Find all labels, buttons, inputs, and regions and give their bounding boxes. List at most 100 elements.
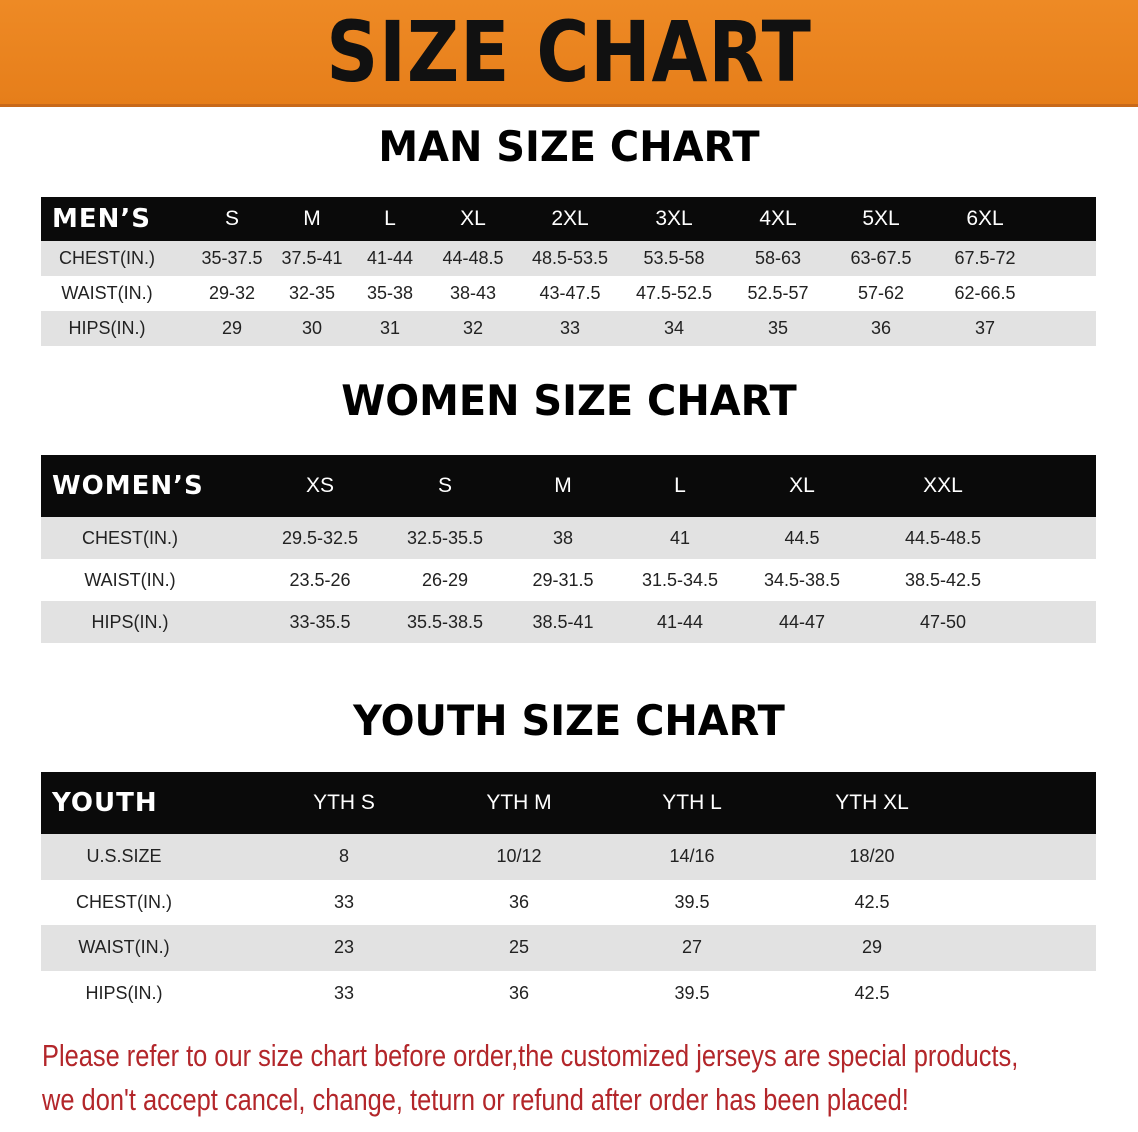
table-cell: 29.5-32.5: [281, 527, 359, 548]
women-size-table: WOMEN’S XS S M L XL XXL CHEST(IN.) 29.5-32.5 32.5…: [41, 455, 1096, 643]
table-cell: 41-44: [366, 248, 414, 268]
row-label: WAIST(IN.): [61, 283, 153, 303]
table-cell: 29-32: [208, 283, 256, 303]
table-cell: 29: [861, 937, 883, 958]
table-cell: 43-47.5: [539, 283, 601, 303]
table-cell: 38: [552, 527, 574, 548]
table-cell: 38.5-42.5: [904, 569, 982, 590]
row-label: HIPS(IN.): [85, 982, 163, 1003]
table-cell: 10/12: [496, 846, 542, 867]
table-cell: 33: [559, 318, 581, 338]
table-cell: 67.5-72: [954, 248, 1016, 268]
table-cell: 31: [379, 318, 401, 338]
table-cell: 37.5-41: [281, 248, 343, 268]
table-cell: 63-67.5: [850, 248, 912, 268]
table-row: HIPS(IN.) 33 36 39.5 42.5: [41, 970, 1096, 1016]
table-cell: 44-48.5: [442, 248, 504, 268]
row-label: CHEST(IN.): [59, 248, 155, 268]
row-label: CHEST(IN.): [82, 527, 178, 548]
table-cell: 35-38: [366, 283, 414, 303]
women-section-title: WOMEN SIZE CHART: [341, 376, 797, 425]
row-label: U.S.SIZE: [86, 846, 162, 867]
size-header: M: [554, 474, 572, 497]
table-row: CHEST(IN.) 35-37.5 37.5-41 41-44 44-48.5 48.5…: [41, 241, 1096, 276]
table-row: CHEST(IN.) 29.5-32.5 32.5-35.5 38 41 44.5 44.5…: [41, 517, 1096, 559]
size-header: XL: [789, 474, 815, 497]
table-row: U.S.SIZE 8 10/12 14/16 18/20: [41, 834, 1096, 880]
table-cell: 62-66.5: [954, 283, 1016, 303]
table-cell: 14/16: [669, 846, 715, 867]
table-cell: 39.5: [674, 982, 710, 1003]
men-table-header: MEN’S S M L XL 2XL 3XL 4XL 5XL 6XL: [41, 197, 1096, 241]
women-table-header: WOMEN’S XS S M L XL XXL: [41, 455, 1096, 517]
row-label: CHEST(IN.): [76, 891, 172, 912]
table-cell: 35: [767, 318, 789, 338]
row-label: HIPS(IN.): [91, 611, 169, 632]
table-cell: 29-31.5: [532, 569, 594, 590]
table-cell: 34: [663, 318, 685, 338]
table-cell: 23.5-26: [289, 569, 351, 590]
size-header: 6XL: [966, 207, 1004, 230]
youth-table-title: YOUTH: [52, 788, 158, 818]
table-cell: 52.5-57: [747, 283, 809, 303]
banner: SIZE CHART: [0, 0, 1138, 107]
table-row: WAIST(IN.) 23 25 27 29: [41, 925, 1096, 971]
table-cell: 29: [221, 318, 243, 338]
men-size-table: MEN’S S M L XL 2XL 3XL 4XL 5XL 6XL CHEST(IN.) 35-37…: [41, 197, 1096, 346]
size-header: XS: [305, 474, 335, 497]
youth-size-table: YOUTH YTH S YTH M YTH L YTH XL U.S.SIZE 8 10/12…: [41, 772, 1096, 1016]
table-cell: 25: [508, 937, 530, 958]
table-cell: 23: [333, 937, 355, 958]
table-cell: 33: [333, 982, 355, 1003]
table-cell: 44-47: [778, 611, 826, 632]
table-cell: 33-35.5: [289, 611, 351, 632]
table-cell: 30: [301, 318, 323, 338]
table-cell: 36: [870, 318, 892, 338]
table-cell: 48.5-53.5: [531, 248, 609, 268]
table-cell: 57-62: [857, 283, 905, 303]
table-cell: 44.5: [784, 527, 820, 548]
size-header: YTH L: [662, 791, 722, 814]
youth-section-title: YOUTH SIZE CHART: [353, 696, 785, 745]
table-cell: 37: [974, 318, 996, 338]
table-cell: 42.5: [854, 891, 890, 912]
table-cell: 41: [669, 527, 691, 548]
table-cell: 32.5-35.5: [406, 527, 484, 548]
table-cell: 35.5-38.5: [406, 611, 484, 632]
size-header: XL: [460, 207, 486, 230]
size-header: YTH S: [313, 791, 375, 814]
table-cell: 18/20: [849, 846, 895, 867]
table-cell: 38-43: [449, 283, 497, 303]
table-cell: 39.5: [674, 891, 710, 912]
table-cell: 44.5-48.5: [904, 527, 982, 548]
size-header: 2XL: [551, 207, 589, 230]
table-cell: 8: [338, 846, 350, 867]
table-row: WAIST(IN.) 29-32 32-35 35-38 38-43 43-47.5 47.…: [41, 276, 1096, 311]
table-cell: 58-63: [754, 248, 802, 268]
size-header: S: [437, 474, 453, 497]
table-cell: 38.5-41: [532, 611, 594, 632]
size-header: 3XL: [655, 207, 693, 230]
size-header: XXL: [923, 474, 963, 497]
youth-table-header: YOUTH YTH S YTH M YTH L YTH XL: [41, 772, 1096, 834]
table-cell: 41-44: [656, 611, 704, 632]
size-header: 5XL: [862, 207, 900, 230]
men-section-title: MAN SIZE CHART: [378, 122, 760, 171]
table-cell: 36: [508, 982, 530, 1003]
table-cell: 32: [462, 318, 484, 338]
banner-title: SIZE CHART: [326, 3, 812, 101]
size-header: S: [224, 207, 240, 230]
table-row: CHEST(IN.) 33 36 39.5 42.5: [41, 879, 1096, 925]
table-cell: 34.5-38.5: [763, 569, 841, 590]
table-cell: 32-35: [288, 283, 336, 303]
size-header: M: [303, 207, 321, 230]
size-header: L: [384, 207, 396, 230]
table-cell: 26-29: [421, 569, 469, 590]
women-table-title: WOMEN’S: [52, 471, 204, 501]
table-row: HIPS(IN.) 29 30 31 32 33 34 35 36 37: [41, 311, 1096, 346]
table-cell: 31.5-34.5: [641, 569, 719, 590]
size-header: 4XL: [759, 207, 797, 230]
table-cell: 47-50: [919, 611, 967, 632]
row-label: HIPS(IN.): [68, 318, 146, 338]
table-cell: 47.5-52.5: [635, 283, 713, 303]
